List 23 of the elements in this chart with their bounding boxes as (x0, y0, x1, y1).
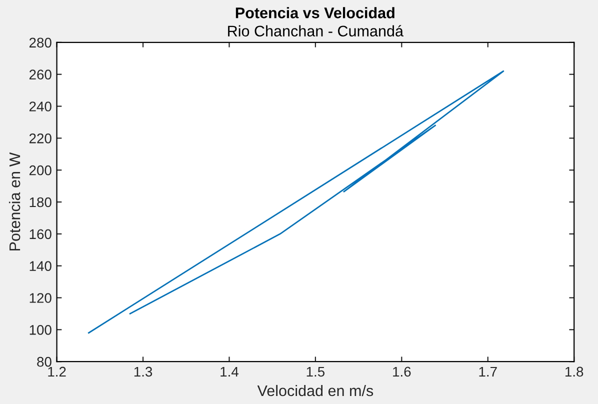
y-tick-label: 200 (29, 165, 52, 176)
y-axis-title: Potencia en W (8, 152, 20, 250)
x-tick-label: 1.5 (306, 366, 325, 377)
x-tick-label: 1.7 (479, 366, 497, 377)
x-tick-label: 1.4 (220, 366, 238, 377)
x-tick-label: 1.2 (48, 366, 66, 377)
y-tick-label: 240 (29, 102, 52, 112)
y-tick-label: 260 (29, 70, 52, 80)
y-tick-label: 140 (30, 261, 52, 271)
y-tick-label: 280 (29, 38, 52, 48)
x-tick-label: 1.8 (565, 366, 584, 377)
line-series (88, 70, 504, 334)
chart-subtitle: Rio Chanchan - Cumandá (228, 25, 404, 37)
chart-title: Potencia vs Velocidad (236, 7, 394, 18)
y-tick-label: 120 (30, 293, 52, 303)
x-axis-title: Velocidad en m/s (257, 384, 374, 396)
y-tick-label: 180 (30, 197, 52, 208)
y-tick-label: 220 (29, 134, 52, 144)
x-tick-label: 1.3 (134, 366, 152, 377)
y-tick-label: 80 (37, 356, 52, 367)
y-tick-label: 100 (30, 325, 52, 335)
x-tick-label: 1.6 (393, 366, 411, 377)
y-tick-label: 160 (30, 229, 52, 240)
